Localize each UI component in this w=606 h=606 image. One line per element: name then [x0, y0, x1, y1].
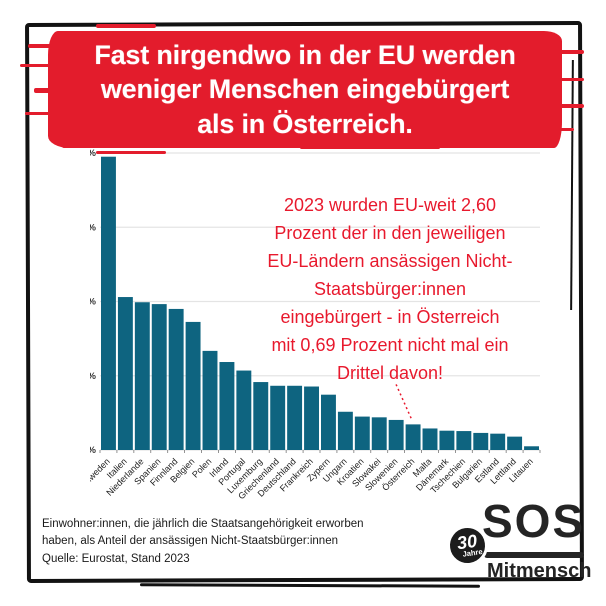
bar-Niederlande [134, 302, 150, 450]
bar-Finnland [168, 308, 184, 450]
sos-mitmensch-logo: SOS Mitmensch 30 Jahre [443, 498, 593, 588]
y-tick-label: 6% [90, 222, 97, 233]
bar-Spanien [151, 304, 167, 450]
page-title: Fast nirgendwo in der EU werden weniger … [94, 40, 516, 139]
bar-Zypern [321, 394, 336, 450]
logo-underline-bar [484, 552, 584, 558]
bar-chart-svg: 0%2%4%6%8%SchwedenItalienNiederlandeSpan… [90, 148, 541, 501]
bar-Schweden [101, 156, 116, 450]
y-tick-label: 4% [90, 297, 97, 308]
bar-Irland [219, 362, 235, 450]
bar-Deutschland [287, 385, 303, 450]
bar-Polen [202, 350, 218, 450]
bar-Lettland [507, 436, 523, 450]
logo-sos-text: SOS [482, 495, 586, 547]
bar-Kroatien [354, 416, 370, 450]
footer-note: Einwohner:innen, die jährlich die Staats… [42, 518, 364, 548]
brush-streak [25, 112, 65, 115]
bar-Tschechien [456, 431, 472, 450]
brush-streak [96, 24, 156, 28]
bar-Dänemark [439, 430, 455, 450]
y-tick-label: 2% [90, 371, 97, 382]
badge-word: Jahre [462, 546, 484, 559]
bar-Luxemburg [253, 382, 269, 450]
brush-streak [20, 64, 64, 67]
bar-Belgien [185, 321, 201, 450]
bar-Slowenien [388, 419, 404, 450]
bar-Bulgarien [473, 432, 489, 450]
bar-Estland [490, 433, 506, 450]
y-tick-label: 0% [90, 445, 97, 456]
y-tick-label: 8% [90, 148, 97, 159]
brush-streak [548, 78, 584, 81]
brush-streak [28, 44, 62, 48]
bar-Österreich [405, 424, 421, 450]
bar-Ungarn [337, 411, 353, 450]
brush-streak [552, 50, 584, 54]
logo-brand-text: Mitmensch [487, 560, 592, 582]
bar-Griechenland [270, 385, 286, 450]
brush-streak [544, 104, 584, 108]
naturalization-bar-chart: 0%2%4%6%8%SchwedenItalienNiederlandeSpan… [90, 146, 560, 532]
footer: Einwohner:innen, die jährlich die Staats… [42, 516, 442, 568]
bar-Portugal [236, 370, 252, 450]
headline-banner: Fast nirgendwo in der EU werden weniger … [48, 31, 562, 148]
footer-source: Quelle: Eurostat, Stand 2023 [42, 552, 190, 565]
bar-Slowakei [371, 417, 387, 450]
frame-sketch-stroke-bottom [139, 583, 481, 588]
bar-Frankreich [304, 386, 319, 450]
brush-streak [96, 151, 166, 154]
chart-annotation: 2023 wurden EU-weit 2,60 Prozent der in … [267, 195, 513, 384]
bar-Italien [117, 297, 133, 450]
bar-Malta [422, 428, 438, 450]
bar-Litauen [524, 446, 539, 450]
annotation-pointer-line [395, 384, 413, 421]
